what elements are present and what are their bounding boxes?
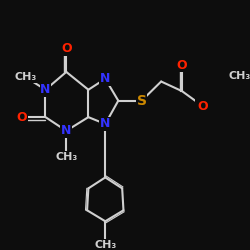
Text: O: O — [198, 100, 208, 113]
Text: N: N — [40, 83, 51, 96]
Text: CH₃: CH₃ — [55, 152, 78, 162]
Text: N: N — [100, 118, 110, 130]
Text: O: O — [177, 58, 187, 71]
Text: S: S — [137, 94, 147, 108]
Text: O: O — [61, 42, 72, 55]
Text: CH₃: CH₃ — [15, 72, 37, 83]
Text: CH₃: CH₃ — [94, 240, 116, 250]
Text: O: O — [17, 111, 28, 124]
Text: N: N — [61, 124, 72, 137]
Text: CH₃: CH₃ — [228, 71, 250, 81]
Text: N: N — [100, 72, 110, 85]
